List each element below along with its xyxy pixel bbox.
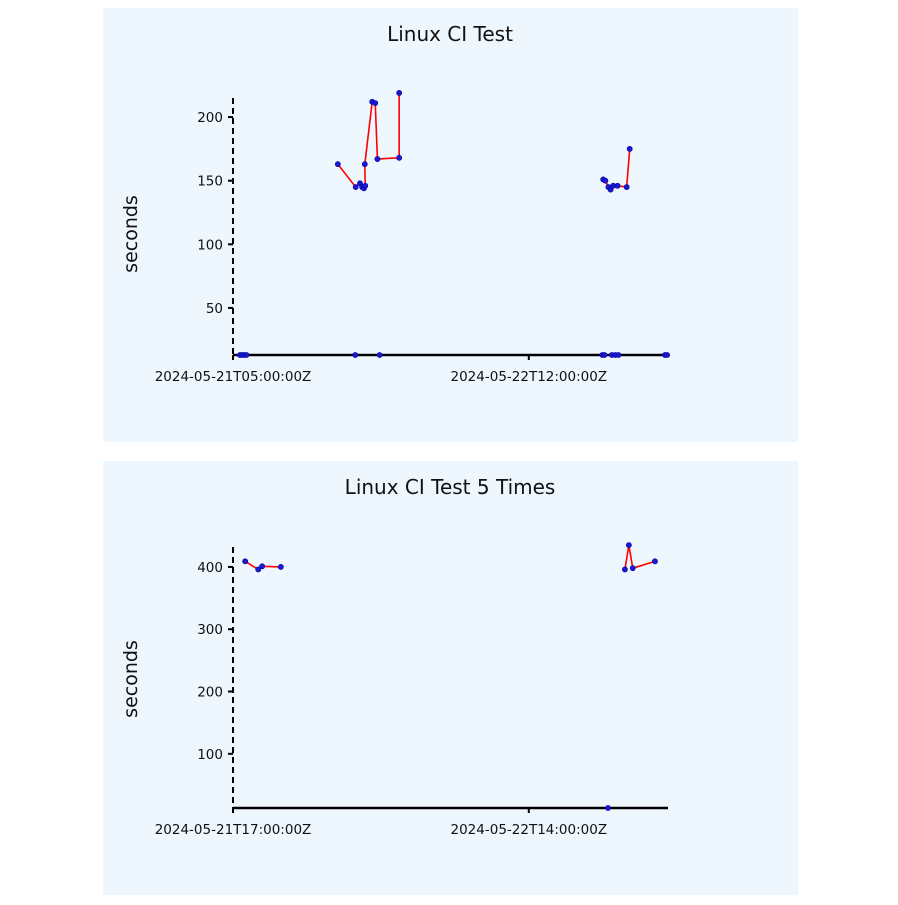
baseline-point [605, 805, 611, 811]
baseline-point [243, 352, 250, 358]
data-point [334, 161, 341, 168]
data-point [255, 566, 262, 573]
data-point [625, 542, 632, 549]
y-tick-label: 300 [197, 622, 223, 638]
y-tick-label: 100 [197, 237, 223, 253]
chart-title: Linux CI Test 5 Times [345, 475, 556, 499]
baseline-point [376, 352, 383, 358]
data-point [277, 564, 284, 570]
baseline-point [352, 352, 359, 358]
series-line-run-1 [337, 92, 400, 190]
data-point [626, 145, 633, 152]
chart-title: Linux CI Test [387, 22, 513, 46]
y-axis-label: seconds [120, 195, 142, 273]
chart-panel-linux-ci-test: Linux CI Test seconds 50 100 150 200 2024-05… [103, 8, 798, 442]
data-point [629, 565, 636, 572]
data-point [602, 177, 609, 184]
data-point [396, 154, 403, 161]
y-tick-label: 200 [197, 110, 223, 126]
x-tick-label: 2024-05-21T05:00:00Z [155, 369, 312, 385]
x-tick-label: 2024-05-22T12:00:00Z [451, 369, 608, 385]
data-point [652, 558, 658, 565]
data-point [362, 182, 369, 189]
chart-panel-linux-ci-test-5-times: Linux CI Test 5 Times seconds 100 200 300 4… [103, 461, 798, 895]
data-point [361, 161, 368, 168]
baseline-point [664, 352, 671, 358]
y-axis-label: seconds [120, 640, 142, 718]
y-tick-label: 100 [197, 747, 223, 763]
chart-linux-ci-test-5-times: Linux CI Test 5 Times seconds 100 200 300 4… [120, 475, 668, 838]
data-point [622, 566, 628, 573]
data-point [374, 156, 381, 162]
baseline-point [615, 352, 622, 358]
y-tick-label: 400 [197, 560, 223, 576]
data-point [352, 184, 359, 190]
data-point [259, 563, 266, 570]
baseline-point [601, 352, 608, 358]
data-point [372, 100, 379, 106]
y-tick-label: 150 [197, 174, 223, 190]
y-tick-label: 50 [206, 301, 223, 317]
x-tick-label: 2024-05-22T14:00:00Z [451, 822, 608, 838]
x-tick-label: 2024-05-21T17:00:00Z [155, 822, 312, 838]
series-line-run-2 [624, 544, 656, 570]
chart-linux-ci-test: Linux CI Test seconds 50 100 150 200 2024-05… [120, 22, 671, 385]
data-point [396, 90, 403, 96]
data-point [242, 558, 249, 565]
y-tick-label: 200 [197, 685, 223, 701]
data-point [614, 182, 621, 189]
data-point [623, 184, 630, 190]
